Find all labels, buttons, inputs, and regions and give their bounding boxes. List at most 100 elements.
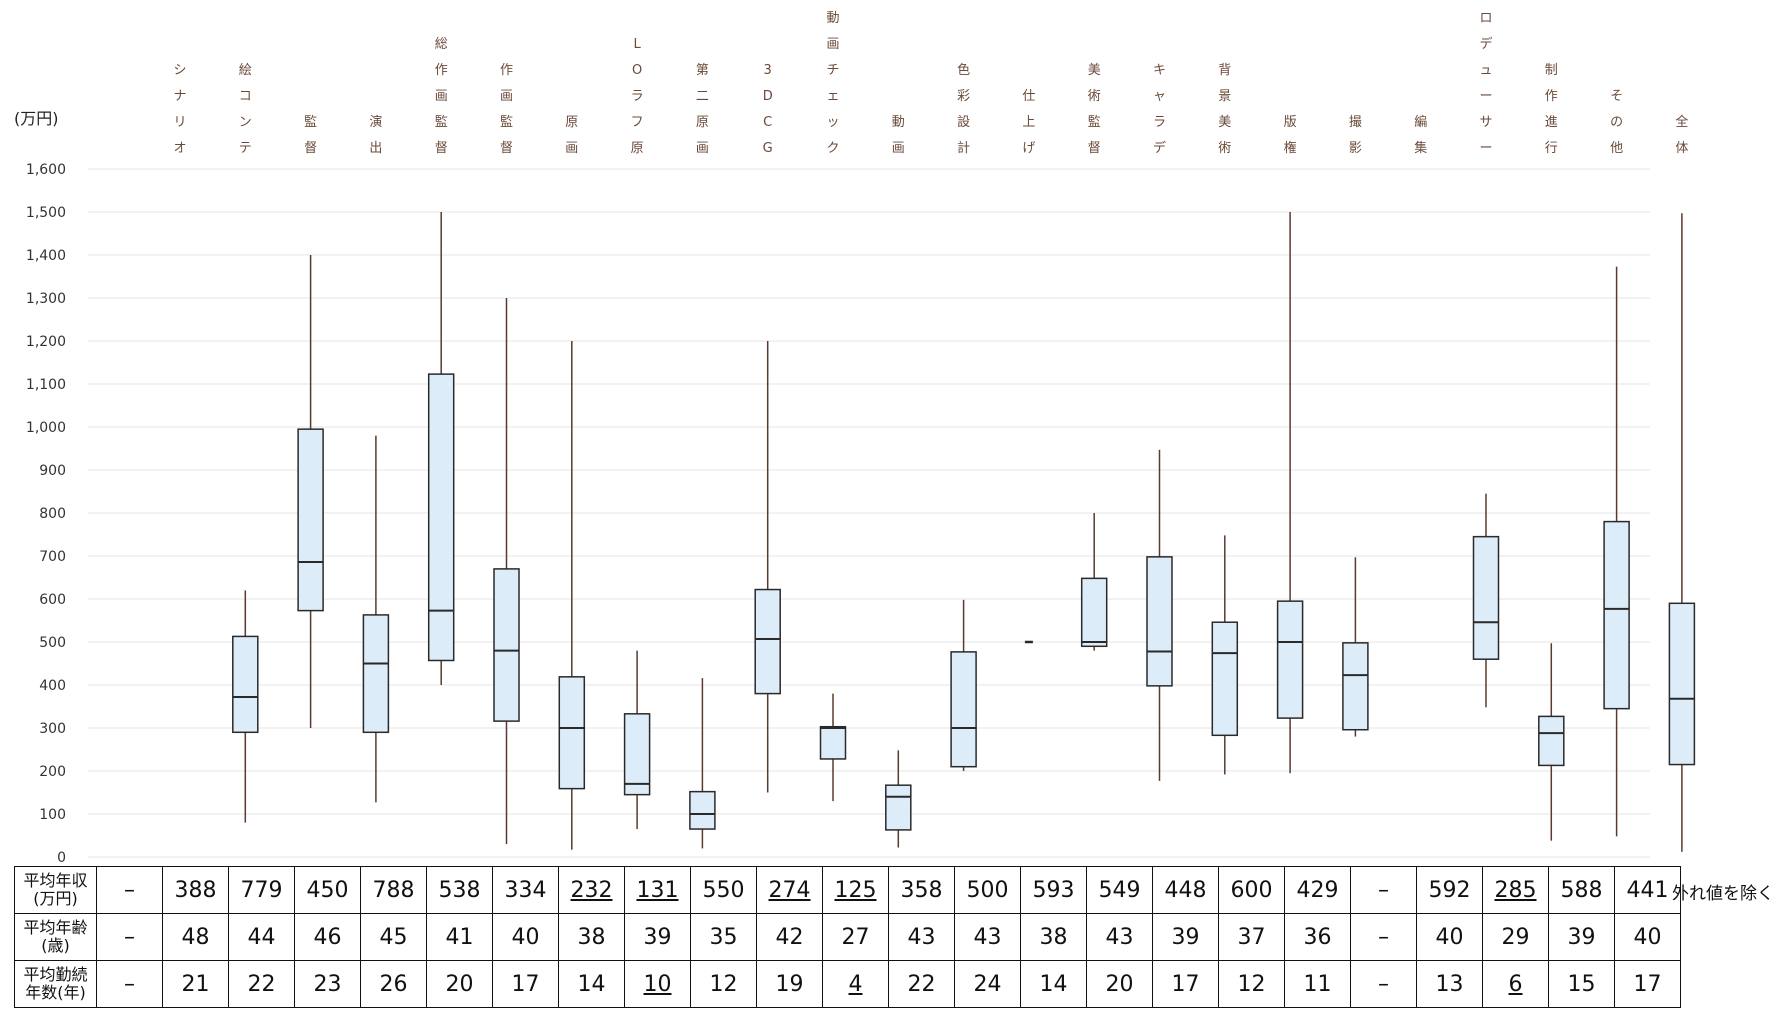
table-cell: 13: [1416, 960, 1483, 1008]
table-cell: 538: [426, 866, 493, 914]
table-cell: 26: [360, 960, 427, 1008]
box-2: [297, 255, 324, 728]
category-label: 背景美術: [1218, 63, 1231, 156]
box-iqr: [885, 784, 912, 831]
box-16: [1211, 535, 1239, 775]
box-iqr: [558, 676, 586, 790]
table-cell: 17: [492, 960, 559, 1008]
table-cell: 17: [1614, 960, 1681, 1008]
box-iqr: [623, 713, 651, 796]
table-cell: 6: [1482, 960, 1549, 1008]
box-18: [1342, 557, 1369, 737]
table-cell: 42: [756, 913, 823, 961]
table-cell: 37: [1218, 913, 1285, 961]
box-iqr: [1342, 642, 1369, 731]
box-iqr: [950, 651, 977, 768]
table-cell: 39: [1548, 913, 1615, 961]
table-cell: 550: [690, 866, 757, 914]
box-22: [1603, 266, 1630, 837]
category-label: 美術監督: [1088, 63, 1101, 156]
table-cell: 40: [1416, 913, 1483, 961]
table-cell: –: [96, 960, 163, 1008]
box-iqr: [1276, 600, 1304, 719]
table-cell: 593: [1020, 866, 1087, 914]
table-cell: 358: [888, 866, 955, 914]
row-label: 平均年齢 (歳): [14, 913, 97, 961]
box-iqr: [1080, 577, 1108, 648]
category-label: その他: [1610, 89, 1623, 156]
box-plot-chart: 0 100 200 300 400 500 600 700 800 900 1,000 1,100 1,…: [14, 11, 1696, 866]
y-tick-label: 1,300: [26, 291, 66, 307]
table-cell: 39: [624, 913, 691, 961]
table-cell: 448: [1152, 866, 1219, 914]
table-cell: 274: [756, 866, 823, 914]
table-cell: 12: [1218, 960, 1285, 1008]
box-iqr: [1146, 556, 1173, 687]
table-cell: 285: [1482, 866, 1549, 914]
table-cell: 22: [228, 960, 295, 1008]
y-tick-label: 1,200: [26, 334, 66, 350]
category-label: 制作進行: [1545, 63, 1558, 156]
box-iqr: [819, 725, 847, 760]
table-cell: 232: [558, 866, 625, 914]
category-label: 動画: [892, 115, 905, 156]
category-label: 編集: [1414, 114, 1427, 156]
table-cell: 38: [1020, 913, 1087, 961]
category-label: 全体: [1675, 114, 1688, 156]
table-cell: 125: [822, 866, 889, 914]
table-cell: –: [1350, 913, 1417, 961]
table-cell: 39: [1152, 913, 1219, 961]
box-iqr: [297, 428, 324, 612]
table-row: 平均年収 (万円) –388 779 450 788 538 334 232 131 550 274…: [14, 866, 1681, 914]
category-label: 色彩設計: [957, 62, 970, 156]
y-tick-label: 1,600: [26, 162, 66, 178]
y-axis-unit-label: (万円): [14, 109, 59, 128]
table-cell: 29: [1482, 913, 1549, 961]
table-note: 外れ値を除く: [1672, 884, 1774, 904]
box-iqr: [689, 790, 716, 830]
category-label: 第二原画: [696, 63, 709, 156]
table-cell: 38: [558, 913, 625, 961]
table-cell: 131: [624, 866, 691, 914]
category-label: 仕上げ: [1022, 89, 1035, 156]
category-label: 絵コンテ: [239, 63, 252, 156]
row-label: 平均年収 (万円): [14, 866, 97, 914]
table-cell: 600: [1218, 866, 1285, 914]
box-iqr: [427, 373, 455, 662]
table-cell: 15: [1548, 960, 1615, 1008]
category-label: L O ラフ原: [631, 37, 644, 156]
box-iqr: [1472, 535, 1500, 660]
box-20: [1472, 493, 1500, 708]
box-17: [1276, 212, 1304, 774]
table-cell: 43: [1086, 913, 1153, 961]
table-cell: 388: [162, 866, 229, 914]
y-tick-label: 900: [39, 463, 66, 479]
box-4: [427, 212, 455, 685]
table-cell: 41: [426, 913, 493, 961]
table-cell: 4: [822, 960, 889, 1008]
table-cell: 46: [294, 913, 361, 961]
summary-table: 平均年収 (万円) –388 779 450 788 538 334 232 131 550 274…: [14, 866, 1681, 1008]
y-tick-label: 200: [39, 764, 66, 780]
y-tick-label: 1,100: [26, 377, 66, 393]
table-cell: 11: [1284, 960, 1351, 1008]
table-cell: 12: [690, 960, 757, 1008]
table-cell: –: [96, 866, 163, 914]
table-row: 平均勤続 年数(年) –21 22 23 26 20 17 14 10 12 19 4 22 24 14 20…: [14, 960, 1681, 1008]
box-iqr: [1211, 621, 1239, 737]
table-cell: 22: [888, 960, 955, 1008]
box-3: [362, 435, 390, 803]
y-tick-label: 1,500: [26, 205, 66, 221]
y-axis-ticks: 0 100 200 300 400 500 600 700 800 900 1,000 1,100 1,…: [26, 162, 66, 866]
box-21: [1538, 643, 1565, 841]
table-cell: –: [1350, 960, 1417, 1008]
table-cell: 43: [954, 913, 1021, 961]
table-cell: 549: [1086, 866, 1153, 914]
table-cell: 592: [1416, 866, 1483, 914]
table-cell: 27: [822, 913, 889, 961]
category-label: 動画チェック: [826, 11, 839, 156]
table-cell: 40: [1614, 913, 1681, 961]
box-12: [950, 599, 977, 771]
table-cell: 23: [294, 960, 361, 1008]
